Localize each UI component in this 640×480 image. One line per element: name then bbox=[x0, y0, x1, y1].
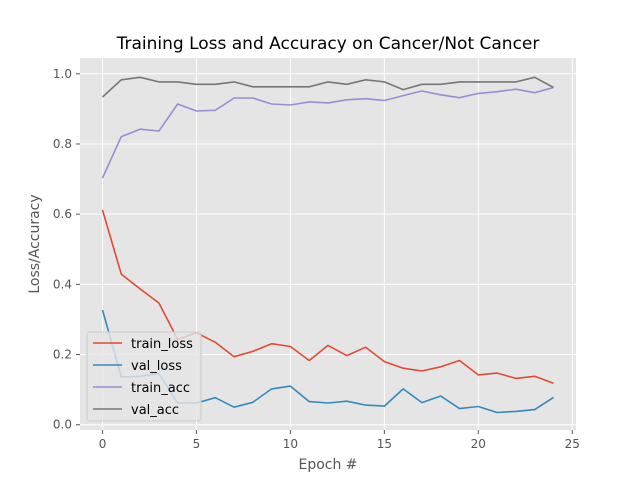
x-tick-label: 5 bbox=[193, 437, 201, 451]
series-line-val-acc bbox=[101, 76, 554, 98]
ticks: 0 5 10 15 20 25 0.0 0.2 0.4 0.6 0.8 1.0 bbox=[53, 67, 580, 451]
series-line-train-acc bbox=[101, 86, 554, 179]
y-axis-label: Loss/Accuracy bbox=[27, 194, 43, 293]
y-tick-label: 0.6 bbox=[53, 207, 72, 221]
y-tick-label: 0.0 bbox=[53, 418, 72, 432]
y-tick-label: 1.0 bbox=[53, 67, 72, 81]
legend-label-val-loss: val_loss bbox=[131, 359, 182, 374]
legend-label-train-loss: train_loss bbox=[131, 337, 193, 352]
x-axis-label: Epoch # bbox=[298, 457, 357, 473]
y-tick-label: 0.2 bbox=[53, 348, 72, 362]
chart-title: Training Loss and Accuracy on Cancer/Not… bbox=[116, 34, 540, 54]
x-tick-label: 10 bbox=[283, 437, 298, 451]
legend-box bbox=[86, 331, 202, 422]
legend-label-train-acc: train_acc bbox=[131, 381, 190, 396]
x-tick-label: 25 bbox=[565, 437, 580, 451]
y-tick-label: 0.8 bbox=[53, 137, 72, 151]
legend-label-val-acc: val_acc bbox=[131, 403, 179, 418]
x-tick-label: 0 bbox=[99, 437, 107, 451]
x-tick-label: 15 bbox=[377, 437, 392, 451]
legend: train_loss val_loss train_acc val_acc bbox=[86, 331, 202, 422]
x-tick-label: 20 bbox=[471, 437, 486, 451]
y-tick-label: 0.4 bbox=[53, 277, 72, 291]
